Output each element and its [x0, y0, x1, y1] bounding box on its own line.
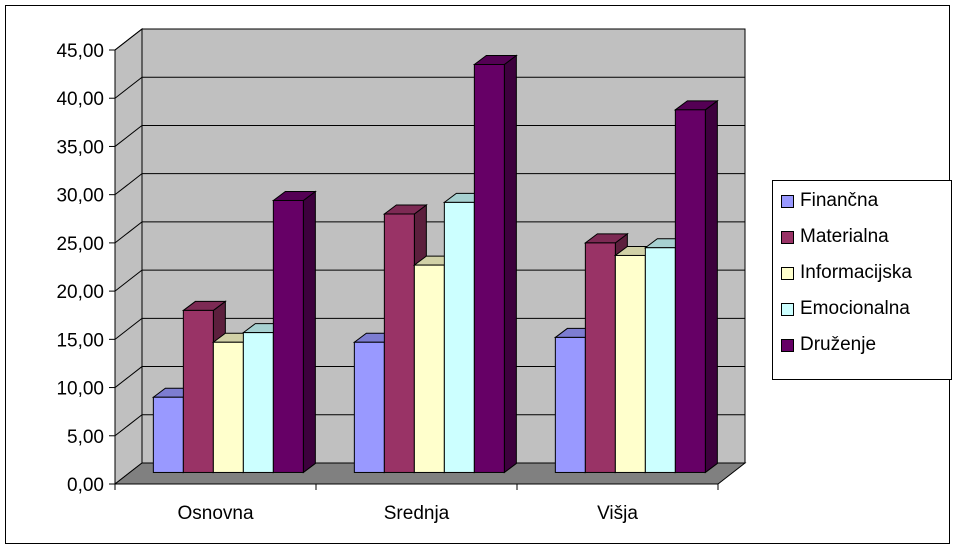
- bar-druženje-višja: [673, 99, 719, 474]
- y-tick-label: 0,00: [67, 475, 104, 496]
- y-tick-label: 10,00: [56, 379, 104, 400]
- gridline: [114, 124, 745, 147]
- legend-swatch: [781, 302, 794, 316]
- legend-item: Materialna: [781, 225, 889, 249]
- y-tick-label: 40,00: [56, 89, 104, 110]
- legend-label: Emocionalna: [800, 298, 910, 319]
- bar-front: [353, 341, 385, 473]
- x-category-label: Osnovna: [177, 503, 253, 524]
- y-tick-label: 35,00: [56, 137, 104, 158]
- legend-swatch: [781, 266, 794, 280]
- bar-front: [554, 336, 586, 473]
- y-tick-label: 30,00: [56, 186, 104, 207]
- legend-label: Informacijska: [800, 262, 912, 283]
- gridline: [114, 173, 745, 196]
- gridline: [114, 76, 745, 99]
- gridline: [114, 366, 745, 388]
- bar-side: [704, 99, 718, 474]
- legend: Finančna Materialna Informacijska Emocional…: [772, 180, 952, 380]
- bar-druženje-osnovna: [271, 190, 317, 474]
- bar-front: [443, 201, 475, 473]
- gridline: [114, 221, 745, 244]
- legend-label: Druženje: [800, 334, 877, 355]
- gridline: [114, 317, 745, 340]
- bar-side: [503, 54, 517, 474]
- y-tick-label: 25,00: [56, 234, 104, 255]
- gridline: [114, 414, 745, 437]
- bar-front: [242, 332, 274, 473]
- y-tick-label: 5,00: [67, 427, 104, 448]
- legend-swatch: [781, 194, 794, 208]
- bar-front: [614, 254, 646, 473]
- bar-front: [272, 199, 304, 473]
- bar-druženje-srednja: [472, 54, 518, 474]
- legend-swatch: [781, 338, 794, 352]
- side-wall: [114, 27, 143, 486]
- legend-swatch: [781, 230, 794, 244]
- bar-front: [182, 309, 214, 473]
- bar-front: [644, 247, 676, 473]
- legend-label: Materialna: [800, 226, 889, 247]
- bar-side: [302, 190, 316, 474]
- y-tick-label: 20,00: [56, 282, 104, 303]
- bar-front: [152, 396, 184, 473]
- bar-front: [383, 213, 415, 473]
- x-category-label: Višja: [597, 503, 638, 524]
- legend-label: Finančna: [800, 190, 879, 211]
- bar-front: [212, 341, 244, 473]
- y-tick-label: 15,00: [56, 330, 104, 351]
- bar-front: [413, 264, 445, 473]
- y-tick-label: 45,00: [56, 41, 104, 62]
- gridline: [114, 28, 745, 51]
- legend-item: Informacijska: [781, 261, 912, 285]
- legend-item: Finančna: [781, 189, 878, 213]
- legend-item: Emocionalna: [781, 297, 910, 321]
- bar-front: [674, 109, 706, 473]
- gridline: [114, 269, 745, 292]
- bar-front: [584, 242, 616, 473]
- x-category-label: Srednja: [384, 503, 450, 524]
- bar-front: [473, 63, 505, 473]
- legend-item: Druženje: [781, 333, 876, 357]
